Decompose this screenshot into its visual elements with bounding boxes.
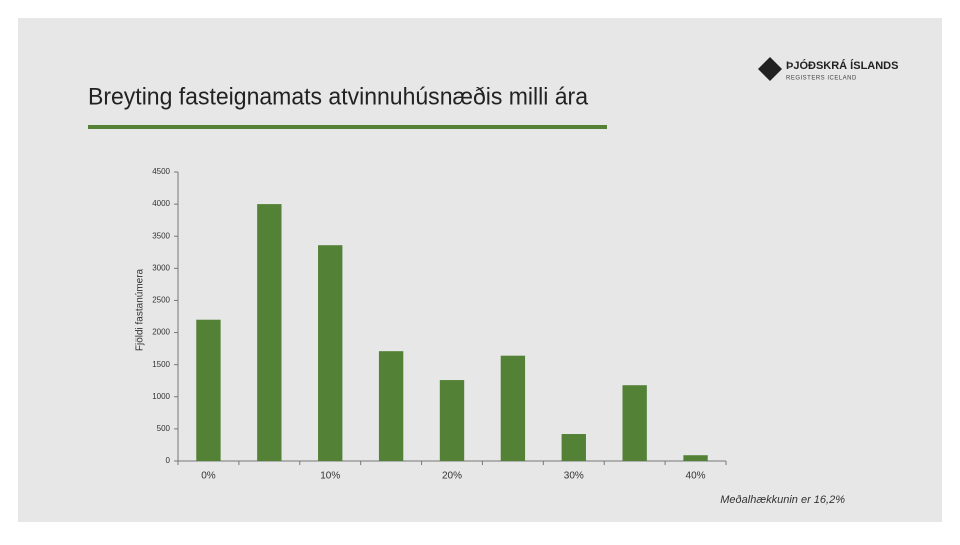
logo-sub: REGISTERS ICELAND bbox=[786, 76, 857, 82]
bar bbox=[439, 380, 465, 461]
bar bbox=[622, 385, 647, 461]
bar bbox=[500, 355, 526, 461]
y-tick-label: 2500 bbox=[152, 296, 170, 305]
y-tick-label: 2000 bbox=[152, 328, 170, 337]
x-tick-label: 30% bbox=[564, 471, 584, 482]
y-tick-label: 1000 bbox=[152, 392, 170, 401]
y-axis-label: Fjöldi fastanúmera bbox=[135, 268, 146, 351]
bar bbox=[561, 434, 586, 461]
bar bbox=[257, 204, 282, 461]
x-tick-label: 10% bbox=[320, 471, 340, 482]
y-tick-label: 4000 bbox=[152, 199, 170, 208]
bar bbox=[196, 319, 221, 461]
slide-background bbox=[18, 18, 942, 522]
x-tick-label: 20% bbox=[442, 471, 462, 482]
y-tick-label: 3000 bbox=[152, 263, 170, 272]
y-tick-label: 1500 bbox=[152, 360, 170, 369]
y-tick-label: 0 bbox=[166, 456, 171, 465]
bar bbox=[683, 455, 708, 461]
logo-name: ÞJÓÐSKRÁ ÍSLANDS bbox=[786, 59, 898, 72]
slide-title: Breyting fasteignamats atvinnuhúsnæðis m… bbox=[88, 83, 589, 110]
bar bbox=[378, 351, 404, 461]
y-tick-label: 500 bbox=[157, 424, 171, 433]
logo-icon bbox=[758, 57, 782, 81]
y-tick-label: 3500 bbox=[152, 231, 170, 240]
bar bbox=[318, 245, 343, 461]
x-tick-label: 0% bbox=[201, 471, 216, 482]
footnote: Meðalhækkunin er 16,2% bbox=[720, 494, 845, 506]
y-tick-label: 4500 bbox=[152, 167, 170, 176]
x-tick-label: 40% bbox=[686, 471, 706, 482]
